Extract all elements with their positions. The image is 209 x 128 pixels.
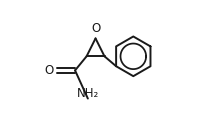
Text: O: O [45, 64, 54, 77]
Text: NH₂: NH₂ [77, 87, 99, 100]
Text: O: O [91, 22, 100, 35]
